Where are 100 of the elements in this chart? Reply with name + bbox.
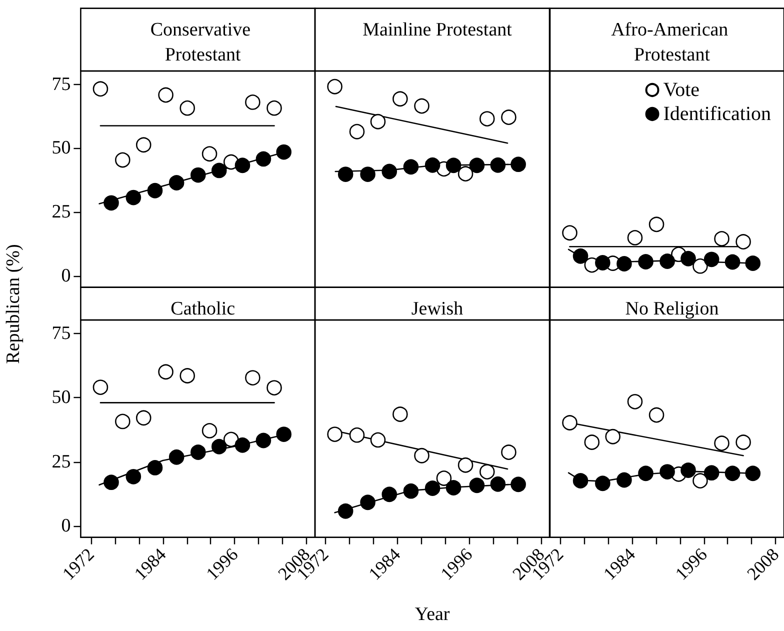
point bbox=[276, 426, 292, 442]
point bbox=[92, 81, 108, 97]
point bbox=[659, 464, 674, 480]
point bbox=[469, 478, 485, 494]
point bbox=[202, 146, 218, 162]
point bbox=[735, 234, 750, 250]
y-tick-label: 50 bbox=[52, 138, 71, 159]
point bbox=[370, 114, 386, 130]
point bbox=[245, 94, 260, 110]
point bbox=[714, 436, 729, 451]
point bbox=[276, 144, 292, 160]
chart-title: Conservative Protestant bbox=[150, 19, 256, 66]
point bbox=[458, 457, 474, 473]
point bbox=[724, 254, 740, 270]
point bbox=[382, 164, 398, 180]
point bbox=[648, 216, 664, 232]
point bbox=[190, 167, 206, 183]
point bbox=[327, 426, 342, 442]
point bbox=[403, 159, 419, 175]
point bbox=[626, 230, 642, 246]
point bbox=[403, 483, 419, 499]
point bbox=[104, 474, 119, 490]
point bbox=[414, 98, 430, 114]
y-tick-label: 0 bbox=[61, 516, 71, 536]
point bbox=[744, 256, 760, 271]
x-axis-title: Year bbox=[414, 604, 450, 626]
point bbox=[692, 473, 708, 488]
point bbox=[327, 78, 342, 94]
point bbox=[692, 258, 708, 274]
point bbox=[266, 380, 282, 396]
point bbox=[136, 137, 152, 153]
point bbox=[648, 407, 664, 423]
chart-title: Mainline Protestant bbox=[362, 19, 513, 40]
point bbox=[616, 256, 632, 272]
point bbox=[424, 480, 440, 496]
point bbox=[211, 438, 227, 454]
point bbox=[479, 111, 495, 126]
point bbox=[446, 480, 462, 496]
point bbox=[703, 252, 719, 268]
point bbox=[469, 158, 485, 173]
point bbox=[234, 158, 250, 173]
point bbox=[604, 428, 620, 444]
point bbox=[168, 450, 184, 465]
y-tick-label: 25 bbox=[52, 451, 71, 472]
point bbox=[714, 231, 729, 246]
chart-title: Afro-American Protestant bbox=[610, 19, 732, 66]
point bbox=[382, 486, 398, 502]
point bbox=[572, 473, 588, 488]
point bbox=[490, 476, 506, 492]
legend-label: Identification bbox=[662, 103, 770, 125]
point bbox=[168, 175, 184, 190]
y-tick-label: 25 bbox=[52, 202, 71, 223]
point bbox=[680, 251, 696, 266]
point bbox=[202, 423, 218, 438]
point bbox=[510, 476, 526, 492]
chart-title: Catholic bbox=[170, 298, 236, 320]
point bbox=[392, 91, 408, 107]
point bbox=[479, 464, 495, 480]
legend-label: Vote bbox=[662, 79, 700, 101]
point bbox=[584, 434, 600, 450]
point bbox=[744, 466, 760, 481]
point bbox=[501, 110, 516, 125]
point bbox=[256, 432, 272, 448]
point bbox=[392, 406, 408, 422]
point bbox=[360, 494, 376, 510]
point bbox=[594, 255, 610, 270]
point bbox=[104, 195, 119, 211]
point bbox=[735, 434, 750, 450]
point bbox=[115, 414, 130, 430]
point bbox=[594, 476, 610, 492]
point bbox=[338, 166, 354, 182]
y-axis-title: Republican (%) bbox=[2, 244, 25, 364]
point bbox=[211, 162, 227, 178]
point bbox=[126, 469, 142, 484]
point bbox=[158, 87, 174, 103]
point bbox=[703, 465, 719, 480]
point bbox=[638, 254, 653, 270]
y-tick-label: 75 bbox=[52, 322, 71, 344]
point bbox=[234, 437, 250, 453]
point bbox=[147, 460, 163, 476]
point bbox=[680, 462, 696, 478]
y-tick-label: 0 bbox=[61, 266, 71, 287]
point bbox=[724, 466, 740, 481]
point bbox=[562, 415, 577, 430]
point bbox=[436, 470, 452, 486]
point bbox=[370, 432, 386, 448]
point bbox=[256, 151, 272, 167]
point bbox=[562, 225, 577, 240]
point bbox=[338, 503, 354, 519]
point bbox=[126, 190, 142, 206]
point bbox=[115, 152, 130, 168]
point bbox=[349, 124, 365, 140]
point bbox=[501, 444, 516, 460]
point bbox=[180, 100, 196, 116]
point bbox=[266, 100, 282, 116]
point bbox=[638, 466, 653, 481]
point bbox=[158, 364, 174, 380]
point bbox=[223, 432, 239, 448]
point bbox=[349, 427, 365, 443]
point bbox=[659, 254, 674, 269]
